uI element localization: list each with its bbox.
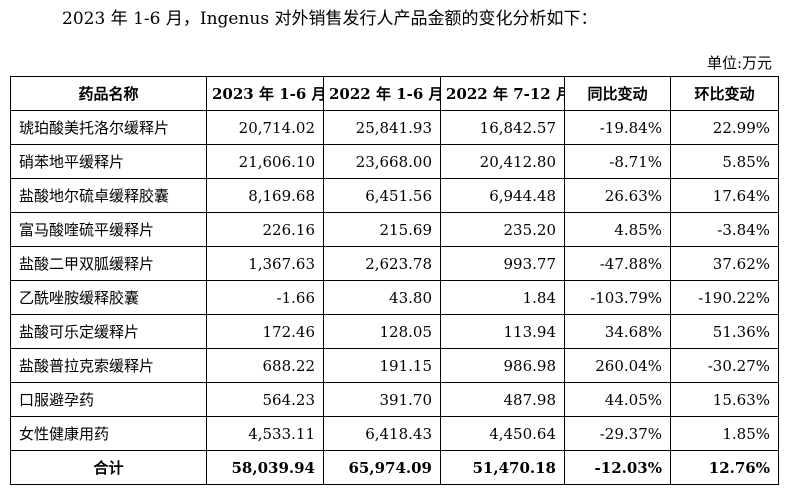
header-drug-name: 药品名称 xyxy=(10,76,207,111)
value-2022-h2-cell: 235.20 xyxy=(440,212,565,247)
value-2023-h1-cell: 172.46 xyxy=(206,314,324,349)
mom-change-cell: 12.76% xyxy=(670,450,779,485)
drug-name-cell: 乙酰唑胺缓释胶囊 xyxy=(10,280,207,315)
yoy-change-cell: -103.79% xyxy=(564,280,671,315)
value-2022-h1-cell: 191.15 xyxy=(323,348,441,383)
mom-change-cell: -30.27% xyxy=(670,348,779,383)
table-row: 乙酰唑胺缓释胶囊 -1.66 43.80 1.84 -103.79% -190.22% xyxy=(10,280,779,315)
value-2022-h1-cell: 2,623.78 xyxy=(323,246,441,281)
table-row: 富马酸喹硫平缓释片 226.16 215.69 235.20 4.85% -3.84% xyxy=(10,212,779,247)
drug-name-cell: 盐酸二甲双胍缓释片 xyxy=(10,246,207,281)
mom-change-cell: 37.62% xyxy=(670,246,779,281)
table-row: 盐酸地尔硫卓缓释胶囊 8,169.68 6,451.56 6,944.48 26.63%… xyxy=(10,178,779,213)
table-row: 盐酸可乐定缓释片 172.46 128.05 113.94 34.68% 51.36% xyxy=(10,314,779,349)
value-2022-h1-cell: 23,668.00 xyxy=(323,144,441,179)
yoy-change-cell: 26.63% xyxy=(564,178,671,213)
header-2023-h1: 2023 年 1-6 月 xyxy=(206,76,324,111)
value-2022-h1-cell: 215.69 xyxy=(323,212,441,247)
value-2022-h1-cell: 6,418.43 xyxy=(323,416,441,451)
yoy-change-cell: -47.88% xyxy=(564,246,671,281)
drug-name-cell: 盐酸地尔硫卓缓释胶囊 xyxy=(10,178,207,213)
drug-name-cell: 富马酸喹硫平缓释片 xyxy=(10,212,207,247)
value-2022-h2-cell: 6,944.48 xyxy=(440,178,565,213)
value-2023-h1-cell: 21,606.10 xyxy=(206,144,324,179)
drug-name-cell: 琥珀酸美托洛尔缓释片 xyxy=(10,110,207,145)
table-row: 硝苯地平缓释片 21,606.10 23,668.00 20,412.80 -8.71%… xyxy=(10,144,779,179)
value-2022-h2-cell: 4,450.64 xyxy=(440,416,565,451)
table-row: 盐酸二甲双胍缓释片 1,367.63 2,623.78 993.77 -47.88% 37… xyxy=(10,246,779,281)
drug-name-cell: 女性健康用药 xyxy=(10,416,207,451)
value-2022-h2-cell: 16,842.57 xyxy=(440,110,565,145)
drug-name-cell: 盐酸普拉克索缓释片 xyxy=(10,348,207,383)
sales-table: 药品名称 2023 年 1-6 月 2022 年 1-6 月 2022 年 7-… xyxy=(10,76,779,485)
value-2022-h2-cell: 487.98 xyxy=(440,382,565,417)
value-2023-h1-cell: 564.23 xyxy=(206,382,324,417)
yoy-change-cell: -8.71% xyxy=(564,144,671,179)
value-2022-h1-cell: 65,974.09 xyxy=(323,450,441,485)
yoy-change-cell: -12.03% xyxy=(564,450,671,485)
header-mom-change: 环比变动 xyxy=(670,76,779,111)
mom-change-cell: 5.85% xyxy=(670,144,779,179)
value-2023-h1-cell: 688.22 xyxy=(206,348,324,383)
value-2022-h2-cell: 51,470.18 xyxy=(440,450,565,485)
value-2022-h1-cell: 6,451.56 xyxy=(323,178,441,213)
mom-change-cell: 51.36% xyxy=(670,314,779,349)
table-row: 口服避孕药 564.23 391.70 487.98 44.05% 15.63% xyxy=(10,382,779,417)
header-2022-h1: 2022 年 1-6 月 xyxy=(323,76,441,111)
value-2023-h1-cell: 226.16 xyxy=(206,212,324,247)
value-2023-h1-cell: 1,367.63 xyxy=(206,246,324,281)
value-2023-h1-cell: -1.66 xyxy=(206,280,324,315)
intro-text: 2023 年 1-6 月，Ingenus 对外销售发行人产品金额的变化分析如下： xyxy=(62,9,598,29)
value-2022-h2-cell: 20,412.80 xyxy=(440,144,565,179)
yoy-change-cell: 260.04% xyxy=(564,348,671,383)
drug-name-cell: 硝苯地平缓释片 xyxy=(10,144,207,179)
value-2022-h1-cell: 43.80 xyxy=(323,280,441,315)
value-2022-h2-cell: 993.77 xyxy=(440,246,565,281)
yoy-change-cell: 44.05% xyxy=(564,382,671,417)
header-yoy-change: 同比变动 xyxy=(564,76,671,111)
table-row: 盐酸普拉克索缓释片 688.22 191.15 986.98 260.04% -30.27… xyxy=(10,348,779,383)
yoy-change-cell: -29.37% xyxy=(564,416,671,451)
value-2022-h1-cell: 25,841.93 xyxy=(323,110,441,145)
value-2022-h1-cell: 128.05 xyxy=(323,314,441,349)
table-row: 琥珀酸美托洛尔缓释片 20,714.02 25,841.93 16,842.57 -19… xyxy=(10,110,779,145)
value-2022-h1-cell: 391.70 xyxy=(323,382,441,417)
drug-name-cell: 盐酸可乐定缓释片 xyxy=(10,314,207,349)
mom-change-cell: 22.99% xyxy=(670,110,779,145)
mom-change-cell: 1.85% xyxy=(670,416,779,451)
table-row: 女性健康用药 4,533.11 6,418.43 4,450.64 -29.37% 1.8… xyxy=(10,416,779,451)
yoy-change-cell: 34.68% xyxy=(564,314,671,349)
value-2022-h2-cell: 986.98 xyxy=(440,348,565,383)
yoy-change-cell: -19.84% xyxy=(564,110,671,145)
mom-change-cell: -3.84% xyxy=(670,212,779,247)
header-2022-h2: 2022 年 7-12 月 xyxy=(440,76,565,111)
unit-label: 单位:万元 xyxy=(706,54,772,72)
mom-change-cell: 17.64% xyxy=(670,178,779,213)
mom-change-cell: 15.63% xyxy=(670,382,779,417)
value-2022-h2-cell: 113.94 xyxy=(440,314,565,349)
table-total-row: 合计 58,039.94 65,974.09 51,470.18 -12.03% 12.7… xyxy=(10,450,779,485)
value-2023-h1-cell: 58,039.94 xyxy=(206,450,324,485)
value-2023-h1-cell: 20,714.02 xyxy=(206,110,324,145)
value-2023-h1-cell: 4,533.11 xyxy=(206,416,324,451)
value-2022-h2-cell: 1.84 xyxy=(440,280,565,315)
value-2023-h1-cell: 8,169.68 xyxy=(206,178,324,213)
yoy-change-cell: 4.85% xyxy=(564,212,671,247)
mom-change-cell: -190.22% xyxy=(670,280,779,315)
table-header-row: 药品名称 2023 年 1-6 月 2022 年 1-6 月 2022 年 7-… xyxy=(10,76,779,111)
drug-name-cell: 合计 xyxy=(10,450,207,485)
drug-name-cell: 口服避孕药 xyxy=(10,382,207,417)
